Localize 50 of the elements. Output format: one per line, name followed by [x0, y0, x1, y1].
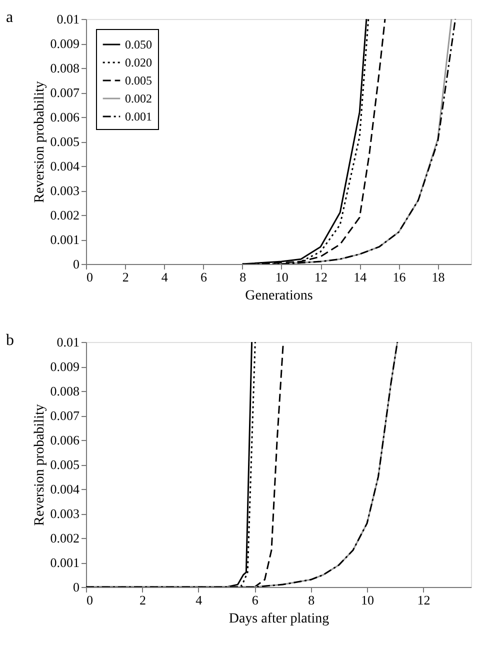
y-tick-label: 0.001 [50, 232, 80, 247]
x-tick-label: 4 [196, 592, 203, 608]
y-tick-label: 0 [73, 580, 80, 594]
x-tick-label: 10 [275, 270, 288, 284]
x-tick-label: 4 [161, 270, 168, 284]
y-tick-label: 0.004 [50, 482, 80, 496]
x-tick-label: 6 [252, 592, 259, 608]
y-axis-title: Reversion probability [32, 404, 48, 526]
y-tick-label: 0.008 [50, 60, 80, 76]
legend-label: 0.020 [125, 56, 152, 70]
y-tick-label: 0.003 [50, 506, 80, 521]
x-tick-label: 2 [122, 270, 129, 284]
y-tick-label: 0.003 [50, 183, 80, 198]
y-tick-label: 0.006 [50, 110, 80, 124]
chart-title: a [6, 9, 14, 26]
y-tick-label: 0.007 [50, 85, 80, 100]
x-tick-label: 8 [240, 270, 246, 284]
chart-title: b [6, 332, 14, 349]
legend-label: 0.005 [125, 74, 152, 88]
x-tick-label: 18 [432, 270, 445, 284]
y-tick-label: 0.01 [56, 334, 80, 350]
x-tick-label: 0 [86, 592, 93, 608]
y-tick-label: 0.002 [50, 530, 80, 546]
x-tick-label: 16 [392, 270, 406, 284]
y-tick-label: 0 [73, 256, 80, 272]
x-axis-title: Days after plating [228, 612, 330, 626]
legend-label: 0.001 [125, 110, 152, 124]
x-tick-label: 10 [361, 592, 374, 608]
x-tick-label: 6 [200, 270, 208, 284]
x-tick-label: 8 [308, 592, 315, 608]
y-tick-label: 0.01 [56, 12, 80, 26]
y-axis-title: Reversion probability [32, 81, 48, 203]
x-tick-label: 2 [139, 592, 146, 608]
y-tick-label: 0.004 [50, 158, 80, 174]
x-tick-label: 12 [417, 592, 430, 608]
legend-label: 0.002 [125, 92, 152, 106]
y-tick-label: 0.006 [50, 432, 80, 448]
y-tick-label: 0.001 [50, 555, 80, 570]
x-axis-title: Generations [245, 288, 313, 304]
y-tick-label: 0.005 [50, 134, 80, 149]
y-tick-label: 0.008 [50, 384, 80, 398]
x-tick-label: 14 [354, 270, 368, 284]
y-tick-label: 0.007 [50, 408, 80, 423]
y-tick-label: 0.005 [50, 457, 80, 472]
x-tick-label: 12 [314, 270, 328, 284]
y-tick-label: 0.002 [50, 208, 80, 222]
y-tick-label: 0.009 [50, 359, 80, 374]
y-tick-label: 0.009 [50, 36, 80, 51]
x-tick-label: 0 [86, 270, 93, 284]
legend-label: 0.050 [125, 38, 152, 52]
